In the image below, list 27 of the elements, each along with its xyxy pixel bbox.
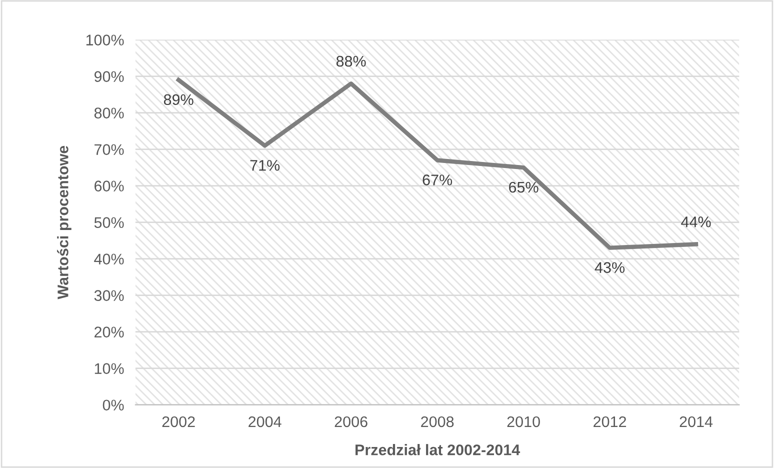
y-tick-label: 40% <box>94 254 124 264</box>
y-tick-label: 80% <box>94 108 124 118</box>
y-tick-label: 50% <box>94 217 124 228</box>
y-tick-label: 100% <box>86 34 124 46</box>
data-label: 67% <box>422 174 452 186</box>
data-label: 89% <box>164 94 194 106</box>
data-label: 44% <box>681 216 711 228</box>
x-tick-label: 2012 <box>594 416 626 428</box>
x-tick-label: 2002 <box>162 416 195 428</box>
x-tick-label: 2006 <box>334 416 368 428</box>
x-axis-title: Przedział lat 2002-2014 <box>356 444 520 456</box>
y-tick-label: 0% <box>102 400 124 411</box>
data-label: 71% <box>250 160 280 171</box>
y-axis-title: Wartości procentowe <box>57 146 72 300</box>
x-tick-label: 2010 <box>507 416 540 428</box>
y-tick-label: 70% <box>94 144 124 155</box>
y-tick-label: 20% <box>94 326 124 338</box>
x-tick-label: 2004 <box>248 416 282 428</box>
y-tick-label: 60% <box>94 180 124 192</box>
x-tick-label: 2014 <box>680 416 713 428</box>
y-tick-label: 10% <box>94 363 124 374</box>
y-tick-label: 90% <box>94 71 124 82</box>
data-label: 65% <box>509 182 538 193</box>
x-tick-label: 2008 <box>421 416 454 428</box>
data-label: 43% <box>594 262 625 273</box>
data-label: 88% <box>336 56 366 67</box>
y-tick-label: 30% <box>94 290 124 301</box>
